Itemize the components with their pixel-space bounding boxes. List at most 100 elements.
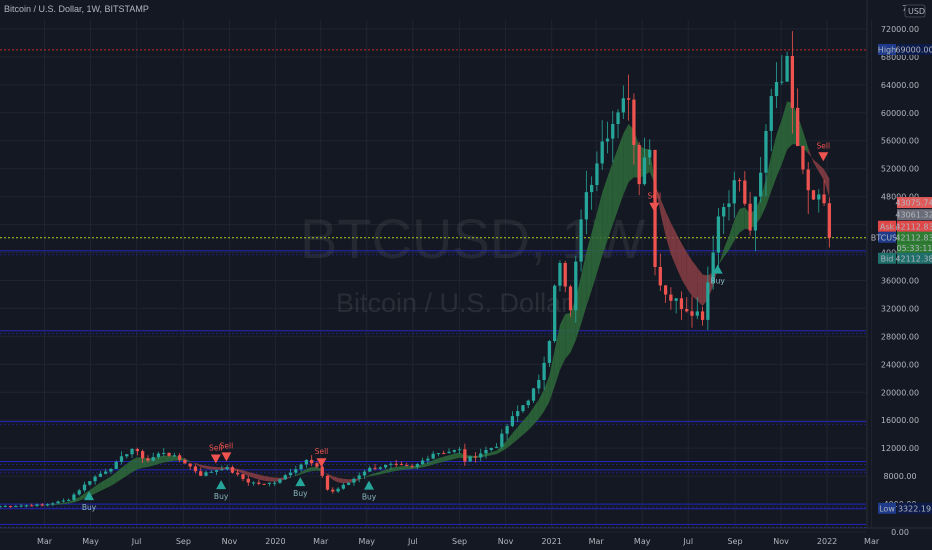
candle-body (325, 475, 330, 490)
ma-cloud-segment (776, 119, 782, 177)
ma-cloud-segment (771, 134, 777, 192)
ma-cloud-segment (401, 466, 407, 471)
ma-cloud-segment (496, 445, 502, 455)
candle-body (679, 298, 684, 310)
candle-body (558, 263, 562, 286)
bid-tag-label-bg (878, 252, 896, 264)
candle-body (357, 475, 361, 479)
ma-cloud-segment (116, 467, 122, 483)
candle-body (632, 99, 636, 145)
candle-body (56, 501, 60, 504)
candle-body (584, 192, 588, 220)
ma-cloud-segment (575, 275, 582, 341)
candle-layer (0, 31, 831, 509)
bid-tag-value-bg (897, 252, 932, 264)
grid-layer (0, 20, 873, 533)
candle-body (167, 452, 171, 456)
candle-body (77, 490, 81, 495)
candle-body (674, 298, 678, 301)
x-tick-label: May (634, 537, 651, 546)
candle-body (347, 482, 351, 485)
candle-body (706, 282, 710, 320)
candle-body (394, 463, 398, 465)
candle-body (479, 453, 483, 458)
candle-body (621, 98, 625, 113)
candle-body (336, 488, 340, 492)
countdown-label: 05:33:11 (897, 244, 932, 253)
ma-cloud-segment (676, 232, 682, 279)
x-tick-label: 2022 (817, 537, 837, 546)
candle-body (368, 467, 372, 472)
candle-body (563, 263, 567, 287)
gray-tag-value: 43061.32 (895, 211, 932, 220)
candle-body (769, 96, 773, 131)
candle-body (273, 482, 277, 484)
gray-tag-value-bg (897, 209, 932, 221)
candle-body (172, 455, 176, 457)
candle-body (331, 489, 335, 492)
ma-cloud-segment (538, 389, 545, 419)
ma-cloud-segment (665, 210, 671, 255)
candle-body (104, 471, 108, 474)
candle-body (209, 471, 213, 473)
candle-body (310, 459, 314, 464)
candle-body (420, 460, 425, 464)
ma-cloud-segment (607, 161, 613, 241)
y-tick-label: 64000.00 (881, 81, 919, 90)
candle-body (785, 55, 789, 82)
candle-body (156, 453, 161, 458)
candle-body (574, 261, 578, 311)
ma-cloud-segment (290, 475, 296, 478)
candle-body (516, 411, 520, 417)
buy-signal-arrow (712, 264, 723, 274)
ma-cloud-segment (813, 159, 819, 172)
candle-body (14, 506, 18, 508)
candle-body (135, 448, 139, 452)
ma-cloud-segment (375, 471, 381, 476)
currency-selector[interactable]: USD (904, 4, 926, 18)
ma-cloud-segment (417, 464, 423, 469)
candle-body (278, 479, 282, 483)
candle-body (510, 416, 515, 427)
candle-body (616, 112, 620, 125)
currency-badge[interactable] (904, 4, 926, 18)
ma-cloud-segment (327, 473, 333, 480)
candle-body (225, 467, 229, 470)
sell-signal-arrow (649, 202, 660, 212)
y-tick-label: 28000.00 (881, 332, 919, 341)
candle-body (637, 144, 641, 185)
candle-body (727, 203, 731, 208)
candle-body (764, 130, 768, 173)
candle-body (626, 98, 631, 100)
candle-body (399, 464, 404, 466)
candle-body (72, 494, 76, 500)
candle-body (426, 458, 430, 461)
y-tick-label: 16000.00 (881, 416, 919, 425)
candle-body (251, 482, 256, 484)
candle-body (288, 472, 293, 476)
ma-cloud-segment (369, 473, 376, 477)
ma-cloud-segment (237, 468, 243, 474)
candle-body (753, 196, 758, 231)
ma-cloud-segment (158, 455, 164, 465)
ma-cloud-segment (618, 133, 624, 210)
candle-body (98, 473, 103, 477)
ma-cloud-segment (390, 466, 397, 472)
ma-cloud-segment (533, 399, 539, 425)
candle-body (537, 379, 541, 389)
ma-cloud-segment (427, 460, 434, 467)
ma-cloud-segment (132, 457, 138, 473)
ma-cloud-segment (570, 298, 576, 353)
candle-body (600, 141, 604, 164)
symbol-tag-label-bg (878, 231, 896, 243)
candle-body (568, 286, 573, 311)
ma-cloud-segment (200, 464, 207, 469)
candle-body (352, 478, 356, 483)
ma-cloud-segment (438, 456, 444, 464)
watermark-name: Bitcoin / U.S. Dollar (336, 288, 570, 318)
ma-cloud-segment (512, 426, 518, 444)
ma-cloud-segment (258, 474, 265, 481)
